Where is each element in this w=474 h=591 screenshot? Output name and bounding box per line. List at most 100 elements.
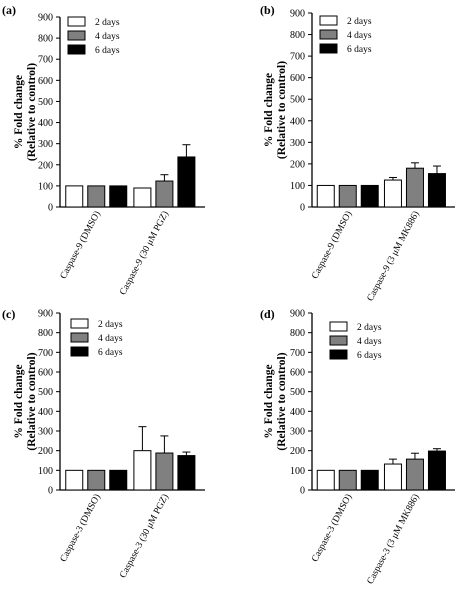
y-tick-label: 0 [48,203,53,214]
bar [133,450,152,491]
y-tick-label: 700 [290,348,305,359]
legend-swatch [329,349,348,360]
bar [133,187,152,208]
legend-swatch [67,44,86,55]
y-tick-label: 500 [290,387,305,398]
y-tick-label: 0 [48,486,53,497]
legend-swatch [70,346,89,357]
y-tick-label: 200 [38,446,53,457]
panel-label: (d) [260,307,275,321]
y-axis-title-line1: % Fold change [13,75,25,149]
bar [427,173,446,208]
y-tick-label: 100 [290,466,305,477]
legend-swatch [67,16,86,27]
bar [109,185,128,208]
legend-swatch [70,318,89,329]
y-tick-label: 800 [38,328,53,339]
y-axis-title-line2: (Relative to control) [26,352,38,450]
y-axis-title-line2: (Relative to control) [26,63,38,161]
legend-label: 4 days [98,334,123,344]
legend-swatch [319,29,338,40]
y-tick-label: 600 [290,73,305,84]
chart-panel-1: (b) % Fold change (Relative to control) 0 10… [260,3,455,303]
x-category-label: Caspase-3 (DMSO) [309,492,354,564]
legend-label: 6 days [347,45,372,55]
y-tick-label: 300 [290,427,305,438]
x-category-label: Caspase-3 (3 μM MK886) [365,492,422,586]
y-tick-label: 100 [38,181,53,192]
y-axis-title-line1: % Fold change [263,73,275,147]
bar [405,458,424,491]
x-category-label: Caspase-9 (3 μM MK886) [365,209,422,303]
legend-label: 6 days [95,46,120,56]
panel-label: (c) [2,307,15,321]
bar [155,180,174,208]
bar [338,469,357,491]
y-tick-label: 800 [290,30,305,41]
y-tick-label: 800 [290,328,305,339]
x-category-label: Caspase-3 (30 μM PGZ) [117,492,171,580]
legend-label: 6 days [98,348,123,358]
y-tick-label: 600 [38,76,53,87]
legend-label: 4 days [347,31,372,41]
legend-swatch [329,321,348,332]
y-tick-label: 900 [290,309,305,320]
x-category-label: Caspase-9 (30 μM PGZ) [117,209,171,297]
bar [177,455,196,491]
bar [87,185,106,208]
bar [109,469,128,491]
y-tick-label: 400 [290,407,305,418]
y-tick-label: 500 [290,95,305,106]
bar [87,469,106,491]
legend-swatch [67,30,86,41]
y-tick-label: 400 [38,118,53,129]
y-tick-label: 200 [290,446,305,457]
y-tick-label: 100 [38,466,53,477]
bar [65,185,84,208]
y-tick-label: 0 [300,486,305,497]
legend-label: 4 days [357,337,382,347]
legend-swatch [70,332,89,343]
legend-swatch [319,15,338,26]
chart-panel-3: (d) % Fold change (Relative to control) 0 10… [260,307,455,586]
bar [427,450,446,491]
y-tick-label: 900 [38,13,53,24]
bar [316,184,335,208]
x-category-label: Caspase-9 (DMSO) [58,209,103,281]
y-tick-label: 0 [300,203,305,214]
y-tick-label: 900 [38,309,53,320]
y-tick-label: 400 [38,407,53,418]
legend-label: 2 days [95,18,120,28]
y-tick-label: 300 [290,138,305,149]
y-tick-label: 600 [290,368,305,379]
y-tick-label: 700 [38,55,53,66]
y-tick-label: 200 [290,159,305,170]
y-axis-title-line2: (Relative to control) [276,61,288,159]
y-tick-label: 500 [38,387,53,398]
panel-label: (b) [260,3,275,17]
y-axis-title-line1: % Fold change [13,364,25,438]
y-tick-label: 700 [38,348,53,359]
y-tick-label: 400 [290,116,305,127]
x-category-label: Caspase-3 (DMSO) [58,492,103,564]
bar [155,452,174,491]
y-tick-label: 700 [290,52,305,63]
legend-swatch [329,335,348,346]
legend-label: 6 days [357,351,382,361]
legend-label: 2 days [98,320,123,330]
legend-label: 2 days [347,17,372,27]
bar [65,469,84,491]
y-tick-label: 900 [290,9,305,20]
panel-label: (a) [2,3,16,17]
bar [383,463,402,491]
bar [360,184,379,208]
y-axis-title-line2: (Relative to control) [276,352,288,450]
bar [177,156,196,208]
bar [405,167,424,208]
bar [383,179,402,208]
y-tick-label: 800 [38,34,53,45]
y-tick-label: 600 [38,368,53,379]
legend-label: 2 days [357,323,382,333]
y-tick-label: 500 [38,97,53,108]
bar [338,184,357,208]
